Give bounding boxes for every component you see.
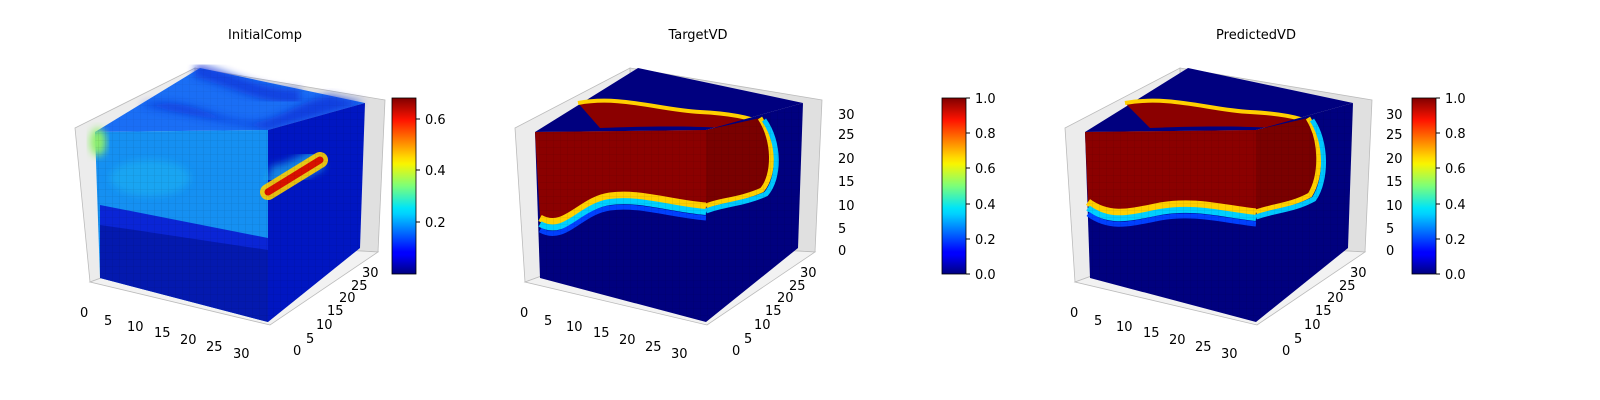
x-tick: 5 (544, 314, 552, 329)
colorbar: 0.0 0.2 0.4 0.6 0.8 1.0 (1411, 92, 1466, 283)
colorbar-tick: 1.0 (1445, 92, 1466, 107)
x-tick: 10 (127, 320, 144, 335)
y-tick: 5 (1294, 332, 1302, 347)
z-tick: 5 (1386, 222, 1394, 237)
z-tick: 10 (1386, 199, 1403, 214)
colorbar-tick: 0.6 (975, 162, 996, 177)
colorbar-tick: 0.0 (1445, 268, 1466, 283)
x-tick: 30 (671, 347, 688, 362)
x-axis: 0 5 10 15 20 25 30 (520, 306, 688, 362)
x-tick: 10 (1116, 320, 1133, 335)
x-tick: 25 (645, 340, 662, 355)
y-tick: 25 (1339, 279, 1356, 294)
colorbar-gradient (391, 97, 417, 275)
x-tick: 30 (233, 347, 250, 362)
colorbar: 0.2 0.4 0.6 (391, 97, 446, 275)
colorbar-tick: 0.4 (1445, 198, 1466, 213)
colorbar-tick: 0.6 (425, 113, 446, 128)
x-tick: 20 (1169, 333, 1186, 348)
x-tick: 25 (1195, 340, 1212, 355)
panel-predictedvd: PredictedVD 0 5 10 15 2 (1064, 28, 1466, 362)
y-tick: 0 (293, 344, 301, 359)
y-tick: 15 (765, 304, 782, 319)
z-tick: 0 (838, 244, 846, 259)
x-tick: 15 (1143, 326, 1160, 341)
panel-initialcomp: InitialComp 0 5 (74, 28, 446, 362)
z-tick: 20 (838, 152, 855, 167)
y-tick: 5 (306, 332, 314, 347)
y-tick: 20 (777, 291, 794, 306)
colorbar-tick: 0.8 (975, 127, 996, 142)
x-tick: 25 (206, 340, 223, 355)
y-tick: 30 (362, 266, 379, 281)
x-tick: 30 (1221, 347, 1238, 362)
colorbar-tick: 1.0 (975, 92, 996, 107)
x-tick: 0 (80, 306, 88, 321)
colorbar-tick: 0.4 (425, 164, 446, 179)
voxel-cube (90, 63, 365, 322)
x-tick: 10 (566, 320, 583, 335)
y-tick: 30 (800, 266, 817, 281)
colorbar-tick: 0.2 (1445, 233, 1466, 248)
z-tick: 30 (838, 108, 855, 123)
z-tick: 5 (838, 222, 846, 237)
x-tick: 0 (1070, 306, 1078, 321)
y-tick: 20 (1327, 291, 1344, 306)
colorbar-gradient (1411, 97, 1437, 275)
y-tick: 0 (732, 344, 740, 359)
y-axis: 0 5 10 15 20 25 30 (293, 266, 379, 359)
y-tick: 10 (316, 318, 333, 333)
y-tick: 25 (789, 279, 806, 294)
colorbar-tick: 0.8 (1445, 127, 1466, 142)
y-tick: 10 (754, 318, 771, 333)
colorbar-tick: 0.6 (1445, 162, 1466, 177)
z-tick: 15 (838, 175, 855, 190)
y-tick: 30 (1350, 266, 1367, 281)
z-tick: 25 (1386, 128, 1403, 143)
x-tick: 20 (180, 333, 197, 348)
colorbar-gradient (941, 97, 967, 275)
z-tick: 30 (1386, 108, 1403, 123)
x-tick: 5 (1094, 314, 1102, 329)
y-axis: 0 5 10 15 20 25 30 (732, 266, 817, 359)
panel-title: TargetVD (667, 28, 727, 43)
x-tick: 5 (104, 314, 112, 329)
voxel-cube (1085, 68, 1353, 322)
panel-targetvd: TargetVD 0 5 10 15 20 (514, 28, 996, 362)
x-axis: 0 5 10 15 20 25 30 (1070, 306, 1238, 362)
x-axis: 0 5 10 15 20 25 30 (80, 306, 250, 362)
z-tick: 25 (838, 128, 855, 143)
y-tick: 10 (1304, 318, 1321, 333)
z-tick: 20 (1386, 152, 1403, 167)
y-tick: 20 (339, 291, 356, 306)
y-tick: 5 (744, 332, 752, 347)
x-tick: 0 (520, 306, 528, 321)
z-tick: 10 (838, 199, 855, 214)
colorbar-tick: 0.2 (425, 216, 446, 231)
y-tick: 15 (327, 304, 344, 319)
panel-title: PredictedVD (1216, 28, 1296, 43)
colorbar-tick: 0.2 (975, 233, 996, 248)
y-axis: 0 5 10 15 20 25 30 (1282, 266, 1367, 359)
y-tick: 25 (351, 279, 368, 294)
colorbar-tick: 0.4 (975, 198, 996, 213)
z-axis: 0 5 10 15 20 25 30 (838, 108, 855, 259)
colorbar: 0.0 0.2 0.4 0.6 0.8 1.0 (941, 92, 996, 283)
panel-title: InitialComp (228, 28, 302, 43)
voxel-cube (535, 68, 803, 322)
y-tick: 0 (1282, 344, 1290, 359)
z-axis: 0 5 10 15 20 25 30 (1386, 108, 1403, 259)
z-tick: 0 (1386, 244, 1394, 259)
y-tick: 15 (1315, 304, 1332, 319)
x-tick: 15 (154, 326, 171, 341)
colorbar-tick: 0.0 (975, 268, 996, 283)
x-tick: 15 (593, 326, 610, 341)
x-tick: 20 (619, 333, 636, 348)
z-tick: 15 (1386, 175, 1403, 190)
